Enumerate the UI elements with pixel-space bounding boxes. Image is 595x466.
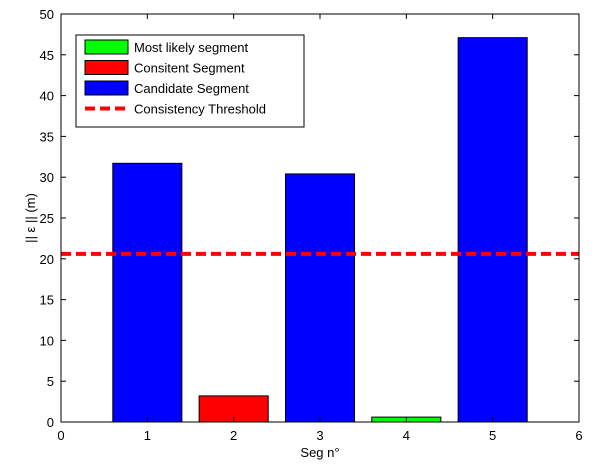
x-tick-label: 0 [57,428,64,443]
x-axis-label: Seg n° [300,445,339,460]
y-axis-label: || ε || (m) [23,193,38,243]
y-tick-label: 45 [40,48,54,63]
x-tick-label: 3 [316,428,323,443]
legend-swatch [84,80,129,96]
y-tick-label: 20 [40,252,54,267]
legend-swatch [84,60,129,75]
legend: Most likely segment Consitent Segment Cand… [75,34,305,128]
y-tick-label: 35 [40,129,54,144]
bars-group [112,37,528,423]
y-axis-ticks: 0 5 10 15 20 25 30 35 40 45 50 [40,7,579,430]
x-tick-label: 5 [489,428,496,443]
y-tick-label: 25 [40,211,54,226]
x-tick-label: 6 [575,428,582,443]
legend-swatch [84,39,129,55]
bar-seg-3 [284,173,356,423]
y-tick-label: 10 [40,333,54,348]
y-tick-label: 0 [47,415,54,430]
y-tick-label: 15 [40,293,54,308]
y-tick-label: 5 [47,374,54,389]
bar-seg-5 [457,37,528,423]
y-tick-label: 50 [40,7,54,22]
x-tick-label: 1 [144,428,151,443]
legend-label: Most likely segment [134,40,249,55]
legend-label: Consistency Threshold [134,102,266,117]
x-tick-label: 4 [403,428,410,443]
bar-seg-1 [112,162,183,423]
y-tick-label: 30 [40,170,54,185]
y-tick-label: 40 [40,89,54,104]
legend-label: Candidate Segment [134,81,249,96]
legend-label: Consitent Segment [134,61,245,76]
x-axis-ticks: 0 1 2 3 4 5 6 [57,14,583,443]
x-tick-label: 2 [230,428,237,443]
